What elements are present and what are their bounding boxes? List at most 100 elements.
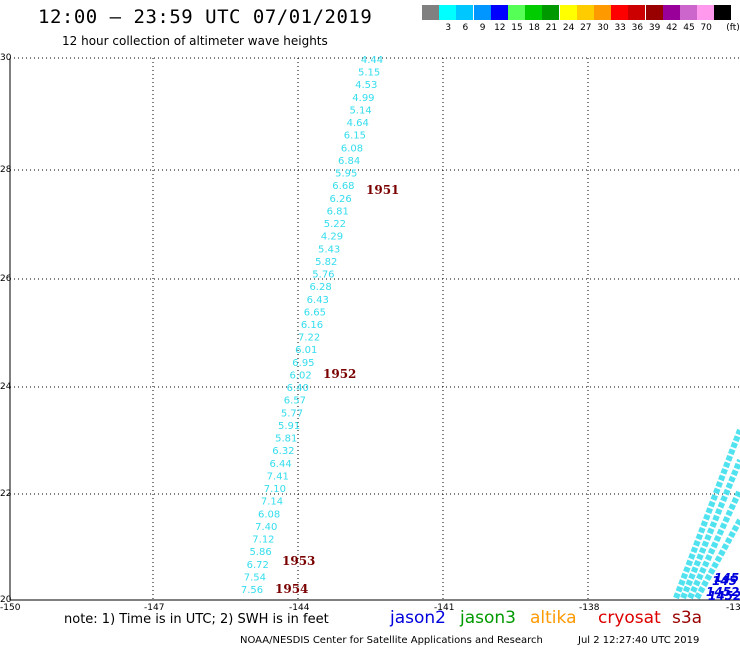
edge-swh-track <box>680 458 740 600</box>
legend-swatch <box>439 5 457 20</box>
latitude-tick-label: 24 <box>0 382 12 392</box>
longitude-tick-label: -150 <box>0 603 21 613</box>
legend-swatch <box>422 5 439 20</box>
legend-swatch <box>697 5 715 20</box>
swh-value: 5.77 <box>281 408 303 419</box>
legend-swatch <box>473 5 491 20</box>
legend-label: 6 <box>462 23 469 33</box>
swh-value: 7.12 <box>252 535 274 546</box>
legend-label: 9 <box>479 23 486 33</box>
legend-label: 39 <box>648 23 661 33</box>
satellite-legend-altika: altika <box>530 608 577 628</box>
swh-value: 5.86 <box>249 547 271 558</box>
swh-value: 7.41 <box>267 471 289 482</box>
legend-label: 42 <box>666 23 678 33</box>
edge-swh-track <box>687 488 740 600</box>
swh-value: 7.40 <box>255 522 277 533</box>
generation-timestamp: Jul 2 12:27:40 UTC 2019 <box>578 635 700 646</box>
legend-label: 15 <box>511 23 523 33</box>
swh-value: 6.32 <box>272 446 294 457</box>
legend-swatch <box>525 5 543 20</box>
swh-value: 7.14 <box>261 497 283 508</box>
swh-value: 7.54 <box>244 572 266 583</box>
legend-label: 45 <box>683 23 695 33</box>
satellite-legend-s3a: s3a <box>672 608 703 628</box>
footer-note: note: 1) Time is in UTC; 2) SWH is in fe… <box>64 612 329 627</box>
swh-value: 5.15 <box>358 68 380 79</box>
legend-label: 70 <box>700 23 712 33</box>
legend-swatch <box>645 5 663 20</box>
satellite-legend-jason3: jason3 <box>460 608 516 628</box>
swh-value: 6.65 <box>304 307 326 318</box>
legend-label: 30 <box>597 23 609 33</box>
legend-swatch <box>542 5 560 20</box>
swh-value: 5.91 <box>278 421 300 432</box>
swh-value: 6.08 <box>258 509 280 520</box>
edge-time-label: 145 <box>712 574 737 588</box>
swh-value: 5.81 <box>275 434 297 445</box>
legend-label: 24 <box>562 23 575 33</box>
swh-value: 7.10 <box>264 484 286 495</box>
longitude-tick-label: -141 <box>434 603 455 613</box>
swh-value: 5.43 <box>318 244 340 255</box>
chart-title: 12:00 — 23:59 UTC 07/01/2019 <box>38 6 373 28</box>
time-label: 1952 <box>323 367 356 381</box>
swh-value: 5.95 <box>335 169 357 180</box>
legend-label: 3 <box>445 23 452 33</box>
longitude-tick-label: -147 <box>144 603 165 613</box>
legend-unit: (ft) <box>726 23 740 33</box>
swh-value: 5.76 <box>312 270 334 281</box>
swh-value: 6.43 <box>307 295 329 306</box>
time-label: 1954 <box>275 582 308 596</box>
legend-label: 12 <box>494 23 506 33</box>
swh-value: 4.53 <box>355 80 377 91</box>
swh-value: 6.16 <box>301 320 323 331</box>
swh-value: 6.44 <box>269 459 291 470</box>
swh-value: 4.44 <box>361 55 383 66</box>
time-label: 1951 <box>366 183 399 197</box>
swh-value: 4.64 <box>347 118 369 129</box>
latitude-tick-label: 30 <box>0 53 12 63</box>
chart-subtitle: 12 hour collection of altimeter wave hei… <box>62 34 328 48</box>
legend-swatch <box>559 5 577 20</box>
legend-swatch <box>714 5 732 20</box>
edge-swh-track <box>673 428 740 600</box>
longitude-tick-label: -144 <box>289 603 310 613</box>
legend-label: 33 <box>614 23 626 33</box>
latitude-tick-label: 20 <box>0 595 12 605</box>
satellite-legend-jason2: jason2 <box>390 608 446 628</box>
legend-swatch <box>611 5 629 20</box>
legend-swatch <box>594 5 611 20</box>
satellite-legend-cryosat: cryosat <box>598 608 661 628</box>
latitude-tick-label: 28 <box>0 165 12 175</box>
legend-label: 27 <box>580 23 592 33</box>
legend-label: 18 <box>528 23 540 33</box>
legend-swatch <box>508 5 525 20</box>
longitude-tick-label: -138 <box>579 603 600 613</box>
swh-value: 6.40 <box>287 383 309 394</box>
legend-swatch <box>680 5 697 20</box>
swh-value: 7.22 <box>298 333 320 344</box>
swh-value: 6.84 <box>338 156 360 167</box>
legend-swatch <box>628 5 646 20</box>
longitude-tick-label: -13 <box>726 603 740 613</box>
swh-value: 6.01 <box>295 345 317 356</box>
legend-swatch <box>456 5 474 20</box>
legend-swatch <box>576 5 594 20</box>
latitude-tick-label: 26 <box>0 274 12 284</box>
edge-time-label: 1452 <box>708 589 740 603</box>
swh-value: 4.29 <box>321 232 343 243</box>
swh-value: 6.81 <box>327 206 349 217</box>
legend-swatch <box>490 5 508 20</box>
swh-value: 6.57 <box>284 396 306 407</box>
swh-value: 6.08 <box>341 143 363 154</box>
edge-time-label: 145 <box>714 571 739 585</box>
swh-value: 6.28 <box>309 282 331 293</box>
latitude-tick-label: 22 <box>0 489 12 499</box>
legend-swatch <box>662 5 680 20</box>
edge-swh-track <box>694 518 740 600</box>
swh-value: 6.72 <box>247 560 269 571</box>
swh-value: 6.95 <box>292 358 314 369</box>
swh-value: 4.99 <box>352 93 374 104</box>
